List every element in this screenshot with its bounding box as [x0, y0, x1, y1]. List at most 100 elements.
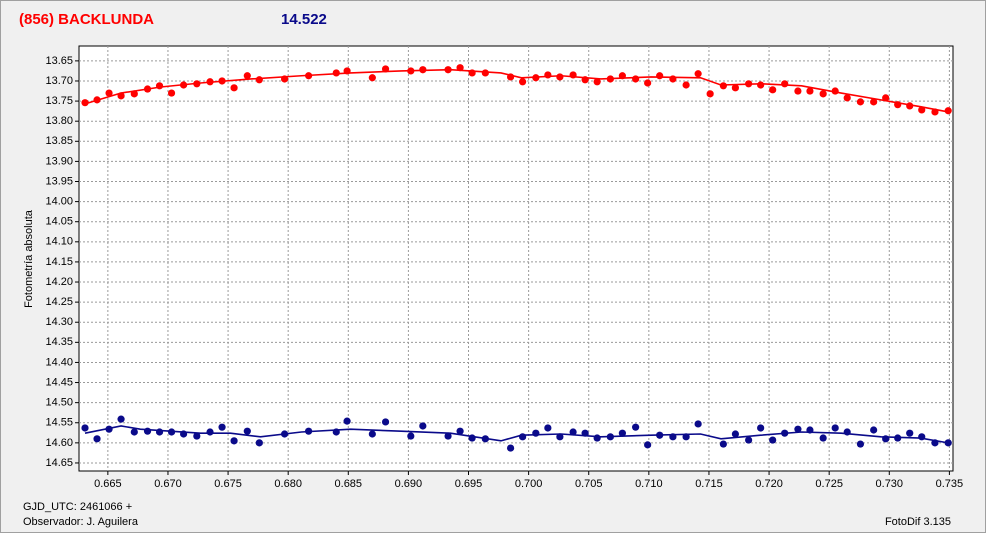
y-tick-label: 14.65: [45, 457, 73, 469]
data-point: [843, 94, 851, 102]
x-tick-label: 0.675: [214, 478, 242, 490]
software: FotoDif 3.135: [885, 516, 951, 528]
data-point: [255, 439, 263, 447]
data-point: [731, 84, 740, 92]
x-tick-label: 0.730: [876, 478, 904, 490]
data-point: [819, 90, 827, 98]
y-tick-label: 14.30: [45, 316, 73, 328]
data-point: [456, 427, 464, 435]
x-tick-label: 0.690: [395, 478, 423, 490]
y-tick-label: 14.10: [45, 236, 73, 248]
data-point: [444, 432, 452, 440]
data-point: [143, 427, 152, 435]
data-point: [781, 80, 789, 88]
chart-subtitle: 14.522: [281, 11, 327, 28]
data-point: [544, 71, 552, 79]
y-tick-label: 14.25: [45, 296, 73, 308]
data-point: [130, 428, 138, 436]
data-point: [81, 424, 89, 432]
data-point: [944, 107, 952, 115]
x-tick-label: 0.670: [154, 478, 182, 490]
fit-line: [84, 68, 949, 113]
observer: Observador: J. Aguilera: [23, 516, 139, 528]
data-point: [81, 99, 89, 107]
data-point: [918, 106, 926, 114]
data-point: [769, 436, 777, 444]
data-point: [243, 427, 251, 435]
data-point: [794, 425, 802, 433]
data-point: [93, 435, 101, 443]
x-tick-label: 0.720: [755, 478, 783, 490]
y-tick-label: 13.85: [45, 135, 73, 147]
data-point: [731, 430, 740, 438]
x-tick-label: 0.685: [335, 478, 363, 490]
plot-area: [78, 45, 954, 472]
x-tick-label: 0.725: [815, 478, 843, 490]
x-tick-label: 0.710: [635, 478, 663, 490]
data-point: [831, 424, 839, 432]
data-point: [944, 439, 952, 447]
data-point: [870, 426, 878, 434]
data-point: [706, 90, 714, 98]
data-point: [206, 428, 214, 436]
data-point: [694, 70, 702, 78]
data-point: [519, 78, 527, 86]
y-tick-label: 14.55: [45, 417, 73, 429]
y-tick-label: 13.70: [45, 75, 73, 87]
y-tick-label: 14.00: [45, 196, 73, 208]
y-tick-label: 14.35: [45, 336, 73, 348]
x-axis-title: GJD_UTC: 2461066 +: [23, 501, 132, 513]
data-point: [481, 69, 489, 77]
y-tick-label: 13.80: [45, 115, 73, 127]
data-point: [105, 89, 113, 97]
data-point: [407, 432, 415, 440]
x-tick-label: 0.735: [936, 478, 964, 490]
x-tick-label: 0.680: [274, 478, 302, 490]
data-point: [593, 434, 601, 442]
data-point: [332, 69, 340, 77]
data-point: [368, 74, 376, 82]
data-point: [757, 424, 765, 432]
x-tick-label: 0.700: [515, 478, 543, 490]
data-point: [719, 440, 727, 448]
data-point: [669, 75, 677, 83]
x-tick-label: 0.665: [94, 478, 122, 490]
data-point: [506, 444, 515, 452]
data-point: [806, 87, 814, 95]
data-point: [117, 415, 125, 423]
y-tick-label: 14.05: [45, 216, 73, 228]
x-tick-label: 0.705: [575, 478, 603, 490]
x-tick-label: 0.715: [695, 478, 723, 490]
y-axis-title: Fotometría absoluta: [23, 209, 35, 308]
data-point: [532, 429, 540, 437]
y-tick-label: 14.20: [45, 276, 73, 288]
data-point: [656, 72, 664, 80]
y-tick-label: 13.90: [45, 155, 73, 167]
data-point: [230, 84, 238, 92]
y-tick-label: 14.45: [45, 376, 73, 388]
data-point: [694, 420, 702, 428]
data-point: [745, 436, 753, 444]
data-point: [243, 72, 251, 80]
x-tick-label: 0.695: [455, 478, 483, 490]
data-point: [757, 81, 765, 89]
data-point: [906, 429, 914, 437]
data-point: [544, 424, 552, 432]
data-point: [593, 78, 601, 86]
fit-line: [84, 425, 949, 444]
data-point: [556, 73, 564, 81]
data-point: [632, 75, 640, 83]
y-tick-label: 14.50: [45, 397, 73, 409]
data-point: [230, 437, 238, 445]
data-point: [343, 417, 351, 425]
data-point: [556, 433, 564, 441]
data-point: [644, 79, 652, 87]
data-point: [218, 423, 226, 431]
data-point: [368, 430, 376, 438]
data-point: [870, 98, 878, 106]
chart-title: (856) BACKLUNDA: [19, 11, 154, 28]
data-point: [856, 98, 865, 106]
data-point: [255, 76, 263, 84]
data-point: [632, 423, 640, 431]
